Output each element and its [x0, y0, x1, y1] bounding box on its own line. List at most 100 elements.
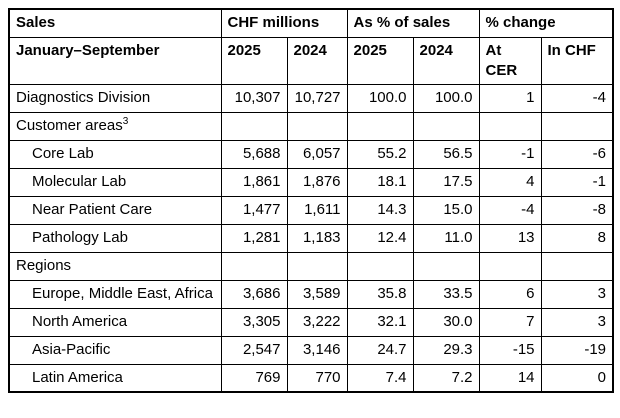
cell-at-cer: -15 [478, 335, 542, 365]
cell-empty [412, 251, 480, 281]
cell-pct-2025: 18.1 [346, 167, 414, 197]
cell-chf-2024: 3,146 [286, 335, 348, 365]
cell-chf-2024: 6,057 [286, 139, 348, 169]
cell-in-chf: -8 [540, 195, 614, 225]
cell-in-chf: -19 [540, 335, 614, 365]
cell-empty [346, 251, 414, 281]
cell-in-chf: 3 [540, 307, 614, 337]
table-row-north-america: North America 3,305 3,222 32.1 30.0 7 3 [8, 307, 614, 337]
cell-in-chf: -6 [540, 139, 614, 169]
cell-chf-2024: 770 [286, 363, 348, 393]
row-label: Europe, Middle East, Africa [8, 279, 222, 309]
cell-at-cer: 7 [478, 307, 542, 337]
row-label: Near Patient Care [8, 195, 222, 225]
table-row-diagnostics-division: Diagnostics Division 10,307 10,727 100.0… [8, 83, 614, 113]
cell-pct-2024: 29.3 [412, 335, 480, 365]
cell-pct-2025: 7.4 [346, 363, 414, 393]
cell-chf-2024: 3,589 [286, 279, 348, 309]
cell-in-chf: -4 [540, 83, 614, 113]
cell-chf-2025: 3,686 [220, 279, 288, 309]
header-chf-2025: 2025 [220, 36, 288, 85]
header-row-groups: Sales CHF millions As % of sales % chang… [8, 8, 614, 38]
table-row-molecular-lab: Molecular Lab 1,861 1,876 18.1 17.5 4 -1 [8, 167, 614, 197]
section-label-text: Customer areas [16, 116, 123, 134]
table-row-pathology-lab: Pathology Lab 1,281 1,183 12.4 11.0 13 8 [8, 223, 614, 253]
table-row-emea: Europe, Middle East, Africa 3,686 3,589 … [8, 279, 614, 309]
cell-empty [478, 111, 542, 141]
cell-chf-2025: 10,307 [220, 83, 288, 113]
cell-pct-2024: 100.0 [412, 83, 480, 113]
cell-chf-2025: 5,688 [220, 139, 288, 169]
header-sales: Sales [8, 8, 222, 38]
footnote-ref: 3 [122, 115, 129, 127]
cell-pct-2024: 15.0 [412, 195, 480, 225]
cell-pct-2025: 100.0 [346, 83, 414, 113]
cell-chf-2025: 3,305 [220, 307, 288, 337]
cell-pct-2024: 30.0 [412, 307, 480, 337]
cell-pct-2024: 7.2 [412, 363, 480, 393]
cell-chf-2025: 2,547 [220, 335, 288, 365]
header-pct-change: % change [478, 8, 614, 38]
cell-empty [220, 251, 288, 281]
cell-at-cer: 13 [478, 223, 542, 253]
cell-at-cer: 4 [478, 167, 542, 197]
cell-empty [346, 111, 414, 141]
cell-chf-2025: 769 [220, 363, 288, 393]
header-in-chf: In CHF [540, 36, 614, 85]
cell-empty [478, 251, 542, 281]
cell-empty [286, 251, 348, 281]
table-row-latin-america: Latin America 769 770 7.4 7.2 14 0 [8, 363, 614, 393]
cell-at-cer: -1 [478, 139, 542, 169]
cell-chf-2025: 1,477 [220, 195, 288, 225]
table-row-near-patient-care: Near Patient Care 1,477 1,611 14.3 15.0 … [8, 195, 614, 225]
cell-pct-2025: 32.1 [346, 307, 414, 337]
cell-chf-2024: 1,611 [286, 195, 348, 225]
row-label: Regions [8, 251, 222, 281]
cell-chf-2024: 1,183 [286, 223, 348, 253]
row-label: Customer areas3 [8, 111, 222, 141]
header-chf-2024: 2024 [286, 36, 348, 85]
row-label: Molecular Lab [8, 167, 222, 197]
table-row-asia-pacific: Asia-Pacific 2,547 3,146 24.7 29.3 -15 -… [8, 335, 614, 365]
cell-pct-2025: 35.8 [346, 279, 414, 309]
cell-pct-2025: 24.7 [346, 335, 414, 365]
header-row-columns: January–September 2025 2024 2025 2024 At… [8, 36, 614, 85]
header-period: January–September [8, 36, 222, 85]
cell-pct-2025: 14.3 [346, 195, 414, 225]
cell-at-cer: 14 [478, 363, 542, 393]
header-chf-millions: CHF millions [220, 8, 348, 38]
cell-chf-2024: 10,727 [286, 83, 348, 113]
cell-at-cer: 6 [478, 279, 542, 309]
cell-empty [540, 251, 614, 281]
section-row-customer-areas: Customer areas3 [8, 111, 614, 141]
cell-at-cer: 1 [478, 83, 542, 113]
cell-empty [286, 111, 348, 141]
cell-chf-2024: 3,222 [286, 307, 348, 337]
cell-in-chf: 0 [540, 363, 614, 393]
cell-chf-2024: 1,876 [286, 167, 348, 197]
row-label: Latin America [8, 363, 222, 393]
header-at-cer: At CER [478, 36, 542, 85]
cell-pct-2025: 55.2 [346, 139, 414, 169]
header-pct-2024: 2024 [412, 36, 480, 85]
cell-pct-2025: 12.4 [346, 223, 414, 253]
cell-empty [540, 111, 614, 141]
row-label: Core Lab [8, 139, 222, 169]
cell-pct-2024: 11.0 [412, 223, 480, 253]
cell-pct-2024: 33.5 [412, 279, 480, 309]
row-label: Diagnostics Division [8, 83, 222, 113]
row-label: North America [8, 307, 222, 337]
section-row-regions: Regions [8, 251, 614, 281]
header-as-pct-of-sales: As % of sales [346, 8, 480, 38]
table-row-core-lab: Core Lab 5,688 6,057 55.2 56.5 -1 -6 [8, 139, 614, 169]
row-label: Asia-Pacific [8, 335, 222, 365]
cell-empty [220, 111, 288, 141]
row-label: Pathology Lab [8, 223, 222, 253]
cell-in-chf: 3 [540, 279, 614, 309]
header-pct-2025: 2025 [346, 36, 414, 85]
cell-at-cer: -4 [478, 195, 542, 225]
cell-chf-2025: 1,861 [220, 167, 288, 197]
cell-in-chf: 8 [540, 223, 614, 253]
cell-chf-2025: 1,281 [220, 223, 288, 253]
cell-empty [412, 111, 480, 141]
